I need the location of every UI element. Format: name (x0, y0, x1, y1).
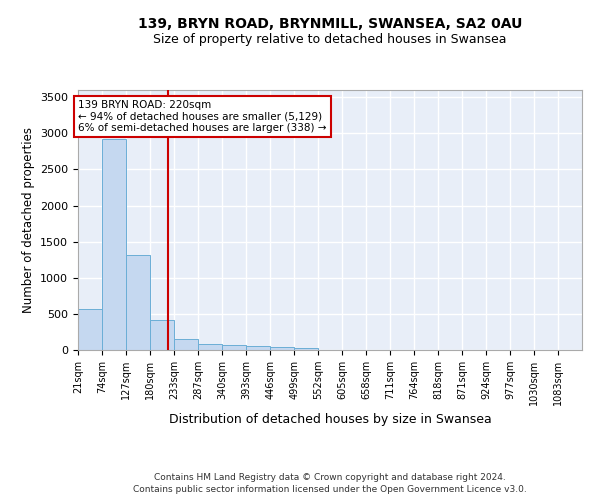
Bar (222, 346, 246, 350)
X-axis label: Distribution of detached houses by size in Swansea: Distribution of detached houses by size … (169, 414, 491, 426)
Bar (246, 346, 270, 350)
Bar (174, 339, 197, 350)
Bar (78, 309, 102, 350)
Y-axis label: Number of detached properties: Number of detached properties (22, 127, 35, 313)
Text: Size of property relative to detached houses in Swansea: Size of property relative to detached ho… (153, 32, 507, 46)
Bar (126, 254, 149, 350)
Text: Contains public sector information licensed under the Open Government Licence v3: Contains public sector information licen… (133, 485, 527, 494)
Bar (198, 344, 222, 350)
Bar (102, 139, 125, 350)
Text: 139 BRYN ROAD: 220sqm
← 94% of detached houses are smaller (5,129)
6% of semi-de: 139 BRYN ROAD: 220sqm ← 94% of detached … (78, 100, 326, 134)
Text: Contains HM Land Registry data © Crown copyright and database right 2024.: Contains HM Land Registry data © Crown c… (154, 472, 506, 482)
Bar (150, 320, 173, 350)
Text: 139, BRYN ROAD, BRYNMILL, SWANSEA, SA2 0AU: 139, BRYN ROAD, BRYNMILL, SWANSEA, SA2 0… (138, 18, 522, 32)
Bar (270, 347, 294, 350)
Bar (294, 348, 318, 350)
